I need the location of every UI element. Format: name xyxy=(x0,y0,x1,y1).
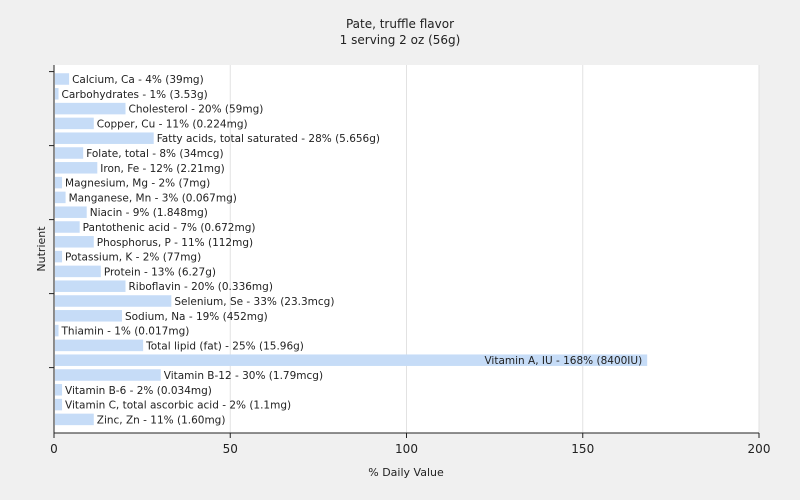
x-axis-title: % Daily Value xyxy=(368,466,444,479)
bar xyxy=(55,176,63,189)
bar xyxy=(55,339,144,352)
bar xyxy=(55,310,122,322)
bar-label: Protein - 13% (6.27g) xyxy=(104,266,216,278)
bar xyxy=(55,354,648,366)
bar xyxy=(55,384,63,396)
bar xyxy=(55,221,80,233)
bar-label: Vitamin A, IU - 168% (8400IU) xyxy=(484,355,642,367)
bar xyxy=(55,102,126,115)
bar xyxy=(55,236,94,248)
bar-label: Manganese, Mn - 3% (0.067mg) xyxy=(69,192,237,204)
bar xyxy=(55,398,63,411)
chart-subtitle: 1 serving 2 oz (56g) xyxy=(339,33,461,47)
bar-label: Vitamin C, total ascorbic acid - 2% (1.1… xyxy=(65,400,291,412)
bar xyxy=(55,206,87,218)
x-ticks-group: 0 50 100 150 200 xyxy=(50,433,770,456)
x-tick-label: 100 xyxy=(395,442,418,456)
bar xyxy=(55,413,94,426)
x-tick-label: 200 xyxy=(748,442,771,456)
bar-label: Copper, Cu - 11% (0.224mg) xyxy=(97,118,248,130)
x-tick-label: 150 xyxy=(571,442,594,456)
bar xyxy=(55,324,59,337)
x-tick-label: 0 xyxy=(50,442,58,456)
bar xyxy=(55,147,84,159)
bar-label: Phosphorus, P - 11% (112mg) xyxy=(97,237,253,249)
bar-label: Niacin - 9% (1.848mg) xyxy=(90,207,208,219)
chart-title-block: Pate, truffle flavor 1 serving 2 oz (56g… xyxy=(0,16,800,48)
bar-label: Zinc, Zn - 11% (1.60mg) xyxy=(97,414,226,426)
bar xyxy=(55,88,59,100)
bar xyxy=(55,73,70,85)
bar xyxy=(55,117,94,130)
bar-label: Magnesium, Mg - 2% (7mg) xyxy=(65,178,210,190)
grid-lines xyxy=(229,65,760,433)
x-tick-label: 50 xyxy=(223,442,238,456)
bar-label: Iron, Fe - 12% (2.21mg) xyxy=(100,163,224,175)
bar-label: Vitamin B-6 - 2% (0.034mg) xyxy=(65,385,212,397)
bar-label: Potassium, K - 2% (77mg) xyxy=(65,252,201,264)
bar xyxy=(55,250,63,263)
bar-label: Thiamin - 1% (0.017mg) xyxy=(61,326,190,338)
bar-label: Carbohydrates - 1% (3.53g) xyxy=(62,89,208,101)
bar-label: Calcium, Ca - 4% (39mg) xyxy=(72,74,204,86)
bars-group: Calcium, Ca - 4% (39mg) Carbohydrates - 1… xyxy=(55,73,648,426)
bar-label: Vitamin B-12 - 30% (1.79mcg) xyxy=(164,370,323,382)
bar-label: Total lipid (fat) - 25% (15.96g) xyxy=(145,340,304,352)
bar-label: Riboflavin - 20% (0.336mg) xyxy=(129,281,273,293)
bar-label: Pantothenic acid - 7% (0.672mg) xyxy=(83,222,256,234)
bar-label: Fatty acids, total saturated - 28% (5.65… xyxy=(157,133,380,145)
bar-label: Sodium, Na - 19% (452mg) xyxy=(125,311,268,323)
bar xyxy=(55,265,101,278)
bar-label: Cholesterol - 20% (59mg) xyxy=(129,104,264,116)
chart-title: Pate, truffle flavor xyxy=(345,17,455,31)
bar xyxy=(55,191,66,204)
bar xyxy=(55,162,98,174)
y-axis-title: Nutrient xyxy=(35,226,48,272)
bar-label: Folate, total - 8% (34mcg) xyxy=(86,148,223,160)
bar xyxy=(55,132,154,144)
bar-label: Selenium, Se - 33% (23.3mcg) xyxy=(174,296,334,308)
bar xyxy=(55,295,172,307)
bar xyxy=(55,280,126,292)
bar xyxy=(55,369,161,381)
